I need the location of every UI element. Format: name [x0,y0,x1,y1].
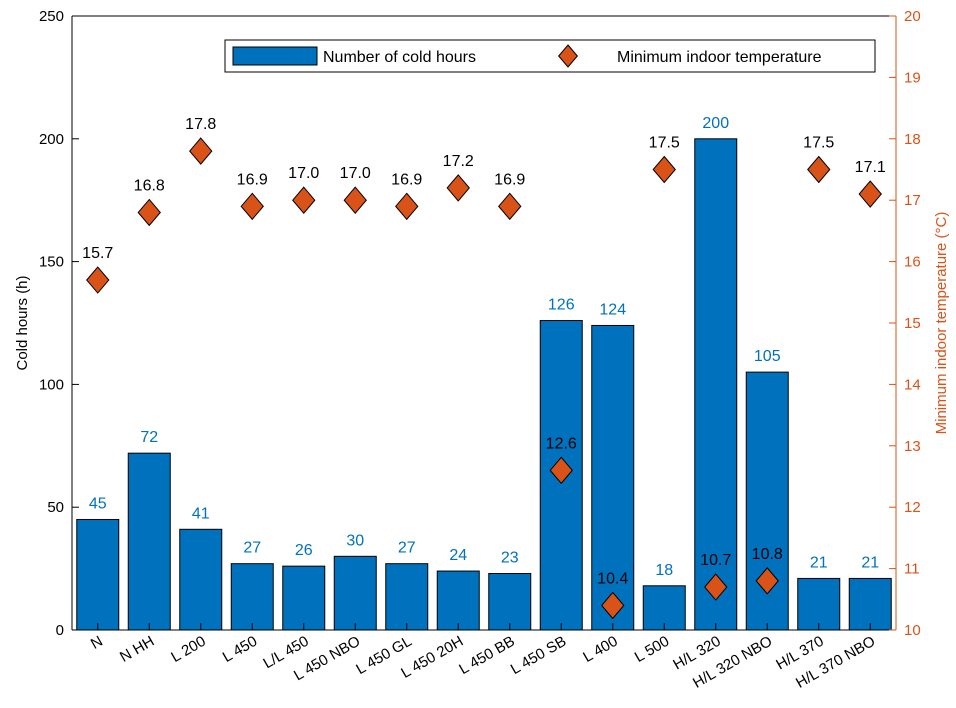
bar-value-label: 45 [89,495,107,512]
bar-value-label: 23 [501,550,519,567]
temperature-value-label: 16.8 [134,177,165,194]
bar-value-label: 24 [449,547,467,564]
legend: Number of cold hours Minimum indoor tempe… [224,39,876,73]
y-tick-label-right: 20 [904,8,921,25]
temperature-value-label: 17.1 [855,159,886,176]
x-tick-label: N HH [117,633,157,666]
y-tick-label-left: 0 [56,622,64,639]
legend-swatch-marker [557,44,579,68]
temperature-value-label: 17.5 [803,135,834,152]
y-tick-label-right: 19 [904,69,921,86]
y-tick-label-right: 12 [904,499,921,516]
y-tick-label-right: 16 [904,254,921,271]
y-tick-label-right: 11 [904,561,920,578]
temperature-marker [189,137,213,165]
x-tick-label: L 450 BB [456,633,517,678]
y-tick-label-right: 13 [904,438,921,455]
y-tick-label-left: 150 [39,254,64,271]
bar [333,555,377,631]
y-tick-label-left: 100 [39,376,64,393]
temperature-marker [240,192,264,221]
x-tick-label: L 200 [168,633,209,666]
bar-value-label: 41 [192,505,210,522]
bar-value-label: 27 [243,540,261,557]
temperature-value-label: 12.6 [546,435,577,452]
y-tick-label-left: 50 [47,499,64,516]
temperature-value-label: 17.0 [288,165,319,182]
temperature-value-label: 16.9 [237,171,268,188]
y-tick-label-right: 18 [904,131,921,148]
temperature-value-label: 17.5 [649,135,680,152]
temperature-value-label: 10.8 [752,546,783,563]
legend-box [224,39,876,73]
y-tick-label-right: 10 [904,622,921,639]
temperature-marker [343,186,367,214]
bar-value-label: 126 [548,297,575,314]
x-tick-label: L 450 [220,633,261,666]
x-tick-label: N [88,633,106,653]
legend-swatch-bar [232,46,318,66]
temperature-value-label: 15.7 [82,245,113,262]
temperature-marker [292,186,316,214]
temperature-marker [652,155,676,184]
bar [385,563,429,631]
temperature-value-label: 17.2 [443,153,474,170]
temperature-marker [807,155,831,184]
temperature-marker [858,180,882,208]
y-axis-title-left: Cold hours (h) [14,275,31,370]
y-axis-title-right: Minimum indoor temperature (°C) [933,212,950,435]
y-tick-label-right: 15 [904,315,921,332]
bar-value-label: 30 [346,532,364,549]
temperature-value-label: 17.8 [185,116,216,133]
bar [179,528,223,631]
legend-label-marker: Minimum indoor temperature [617,49,822,66]
bars-layer: 45 72 41 27 26 30 27 24 23 126 124 18 200 105 21 21 [76,115,892,631]
bar [282,565,326,631]
bar-value-label: 21 [861,554,879,571]
bar [694,138,738,631]
bar [436,570,480,631]
bar-value-label: 105 [754,348,781,365]
bar [848,577,892,631]
legend-label-bar: Number of cold hours [323,49,476,66]
temperature-value-label: 10.4 [597,570,628,587]
markers-layer: 15.7 16.8 17.8 16.9 17.0 17.0 16.9 17.2 16.9 12.6… [82,116,886,620]
bar-value-label: 124 [599,301,626,318]
temperature-marker [549,456,573,485]
x-tick-label: L 500 [632,633,673,666]
bar-value-label: 200 [702,115,729,132]
y-tick-label-left: 200 [39,131,64,148]
temperature-marker [446,174,470,202]
x-tick-label: L 450 SB [508,633,569,678]
y-tick-label-right: 14 [904,376,921,393]
temperature-marker [601,591,625,620]
y-tick-label-left: 250 [39,8,64,25]
bar-value-label: 21 [810,554,828,571]
temperature-marker [395,192,419,221]
y-tick-label-right: 17 [904,192,921,209]
bar [488,573,532,631]
bar [230,563,274,631]
bar-value-label: 18 [655,562,673,579]
bar [797,577,841,631]
bar [76,518,120,631]
temperature-value-label: 16.9 [391,171,422,188]
temperature-marker [704,573,728,601]
temperature-marker [755,567,779,595]
bar-value-label: 27 [398,540,416,557]
x-tick-label: L 400 [580,633,621,666]
temperature-value-label: 16.9 [494,171,525,188]
bar [127,452,171,631]
temperature-marker [137,198,161,227]
temperature-marker [86,266,110,294]
bar-value-label: 72 [140,429,158,446]
bar-value-label: 26 [295,542,313,559]
temperature-value-label: 17.0 [340,165,371,182]
temperature-marker [498,192,522,221]
temperature-value-label: 10.7 [700,552,731,569]
